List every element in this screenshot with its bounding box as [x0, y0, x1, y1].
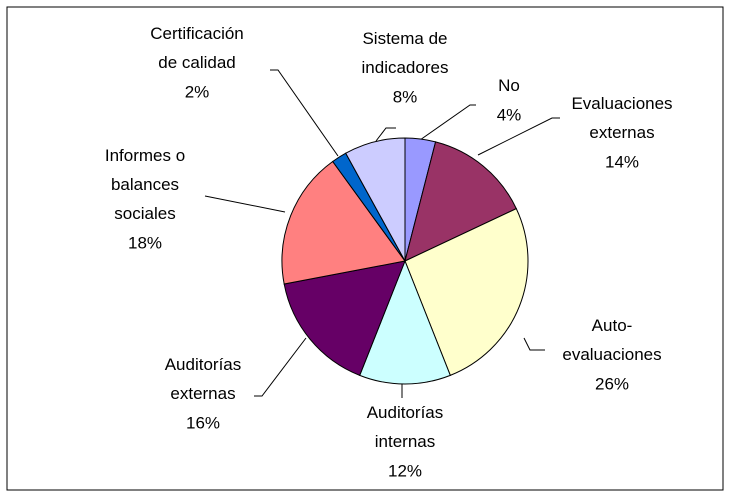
leader-lines: [204, 69, 560, 398]
pie-slice: [404, 207, 529, 377]
value-label: 8%: [393, 87, 418, 106]
category-label: Auditorías internas: [367, 403, 444, 451]
leader-line: [270, 69, 339, 157]
value-label: 4%: [497, 105, 522, 124]
value-label: 14%: [605, 152, 639, 171]
category-label: No: [498, 76, 520, 95]
value-label: 18%: [128, 233, 162, 252]
category-label: Evaluaciones externas: [571, 94, 672, 142]
category-label: Certificación de calidad: [150, 24, 244, 72]
value-label: 26%: [595, 374, 629, 393]
leader-line: [477, 117, 560, 156]
category-label: Sistema de indicadores: [362, 29, 449, 77]
leader-line: [419, 104, 476, 141]
value-label: 2%: [185, 82, 210, 101]
leader-line: [204, 195, 286, 213]
pie-slice: [345, 137, 406, 262]
value-label: 12%: [388, 461, 422, 480]
category-label: Auditorías externas: [165, 355, 242, 403]
value-label: 16%: [186, 413, 220, 432]
leader-line: [523, 337, 545, 351]
category-label: Informes o balances sociales: [105, 146, 185, 223]
pie-slice: [404, 141, 517, 262]
pie-slice: [281, 160, 406, 285]
pie-slice: [283, 260, 406, 377]
pie-slice: [359, 259, 451, 385]
category-label: Auto-evaluaciones: [562, 316, 661, 364]
leader-line: [375, 127, 396, 142]
leader-line: [254, 337, 307, 397]
